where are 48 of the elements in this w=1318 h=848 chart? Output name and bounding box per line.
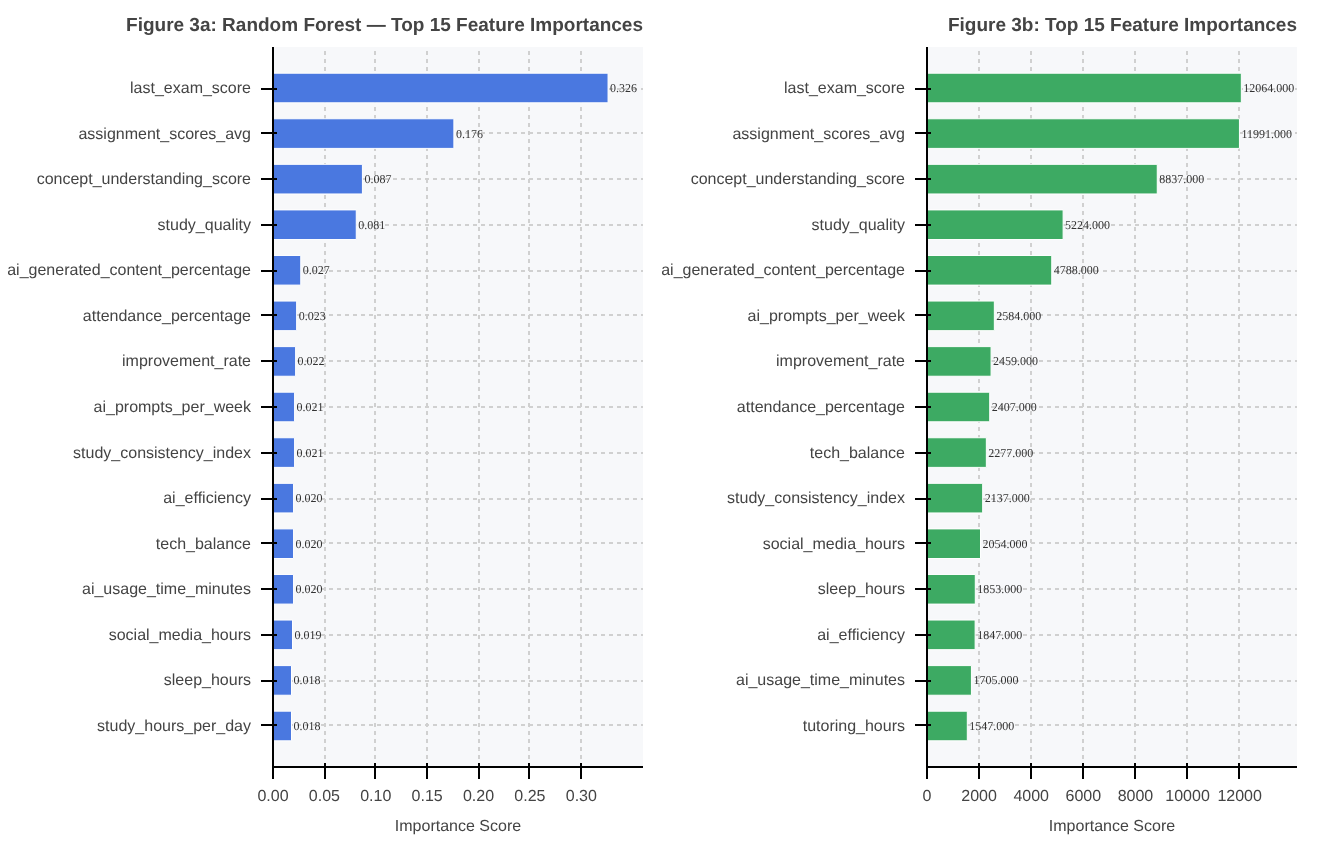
y-tick-label: improvement_rate bbox=[776, 352, 907, 371]
y-tick-label: concept_understanding_score bbox=[36, 170, 253, 189]
x-tick-label: 0.15 bbox=[411, 787, 444, 805]
x-axis-title: Importance Score bbox=[394, 817, 523, 835]
y-tick-label: social_media_hours bbox=[108, 625, 252, 644]
y-tick-label: tech_balance bbox=[155, 534, 253, 553]
y-tick-label: tech_balance bbox=[809, 443, 907, 462]
y-tick-label: sleep_hours bbox=[163, 671, 252, 690]
chart-title: Figure 3a: Random Forest — Top 15 Feature Importances bbox=[126, 15, 644, 37]
x-tick-label: 0.10 bbox=[360, 787, 393, 805]
y-tick-label: concept_understanding_score bbox=[690, 170, 907, 189]
y-tick-label: ai_prompts_per_week bbox=[747, 306, 907, 325]
y-tick-label: ai_prompts_per_week bbox=[93, 398, 253, 416]
y-tick-label: assignment_scores_avg bbox=[78, 124, 252, 143]
x-tick-label: 6000 bbox=[1065, 787, 1103, 805]
y-tick-label: improvement_rate bbox=[122, 352, 253, 371]
x-tick-label: 0.25 bbox=[514, 787, 547, 805]
y-tick-label: study_quality bbox=[157, 215, 252, 234]
y-tick-label: study_quality bbox=[811, 215, 906, 234]
x-tick-label: 0 bbox=[922, 787, 933, 805]
y-tick-label: ai_generated_content_percentage bbox=[661, 261, 907, 280]
y-tick-label: study_hours_per_day bbox=[97, 716, 252, 735]
y-tick-label: tutoring_hours bbox=[802, 716, 906, 735]
y-tick-label: ai_generated_content_percentage bbox=[7, 261, 253, 280]
x-tick-label: 0.05 bbox=[308, 787, 342, 805]
y-tick-label: assignment_scores_avg bbox=[732, 124, 906, 143]
y-tick-label: last_exam_score bbox=[784, 79, 907, 98]
x-tick-label: 8000 bbox=[1117, 787, 1155, 805]
y-tick-label: study_consistency_index bbox=[727, 489, 906, 508]
y-tick-label: ai_usage_time_minutes bbox=[736, 671, 906, 690]
x-tick-label: 0.00 bbox=[257, 787, 290, 805]
x-axis-title: Importance Score bbox=[1048, 817, 1177, 835]
y-tick-label: ai_efficiency bbox=[817, 625, 906, 644]
x-tick-label: 2000 bbox=[961, 787, 999, 805]
y-tick-label: social_media_hours bbox=[762, 534, 906, 553]
x-tick-label: 0.20 bbox=[462, 787, 496, 805]
x-tick-label: 4000 bbox=[1013, 787, 1051, 805]
y-tick-label: sleep_hours bbox=[817, 580, 906, 599]
y-tick-label: attendance_percentage bbox=[736, 398, 907, 416]
y-tick-label: ai_usage_time_minutes bbox=[82, 580, 252, 599]
y-tick-label: study_consistency_index bbox=[73, 443, 252, 462]
x-tick-label: 10000 bbox=[1165, 787, 1211, 805]
y-tick-label: attendance_percentage bbox=[82, 306, 253, 325]
y-tick-label: ai_efficiency bbox=[163, 489, 252, 508]
x-tick-label: 12000 bbox=[1217, 787, 1264, 805]
x-tick-label: 0.30 bbox=[565, 787, 599, 805]
y-tick-label: last_exam_score bbox=[130, 79, 253, 98]
chart-title: Figure 3b: Top 15 Feature Importances bbox=[947, 15, 1298, 37]
